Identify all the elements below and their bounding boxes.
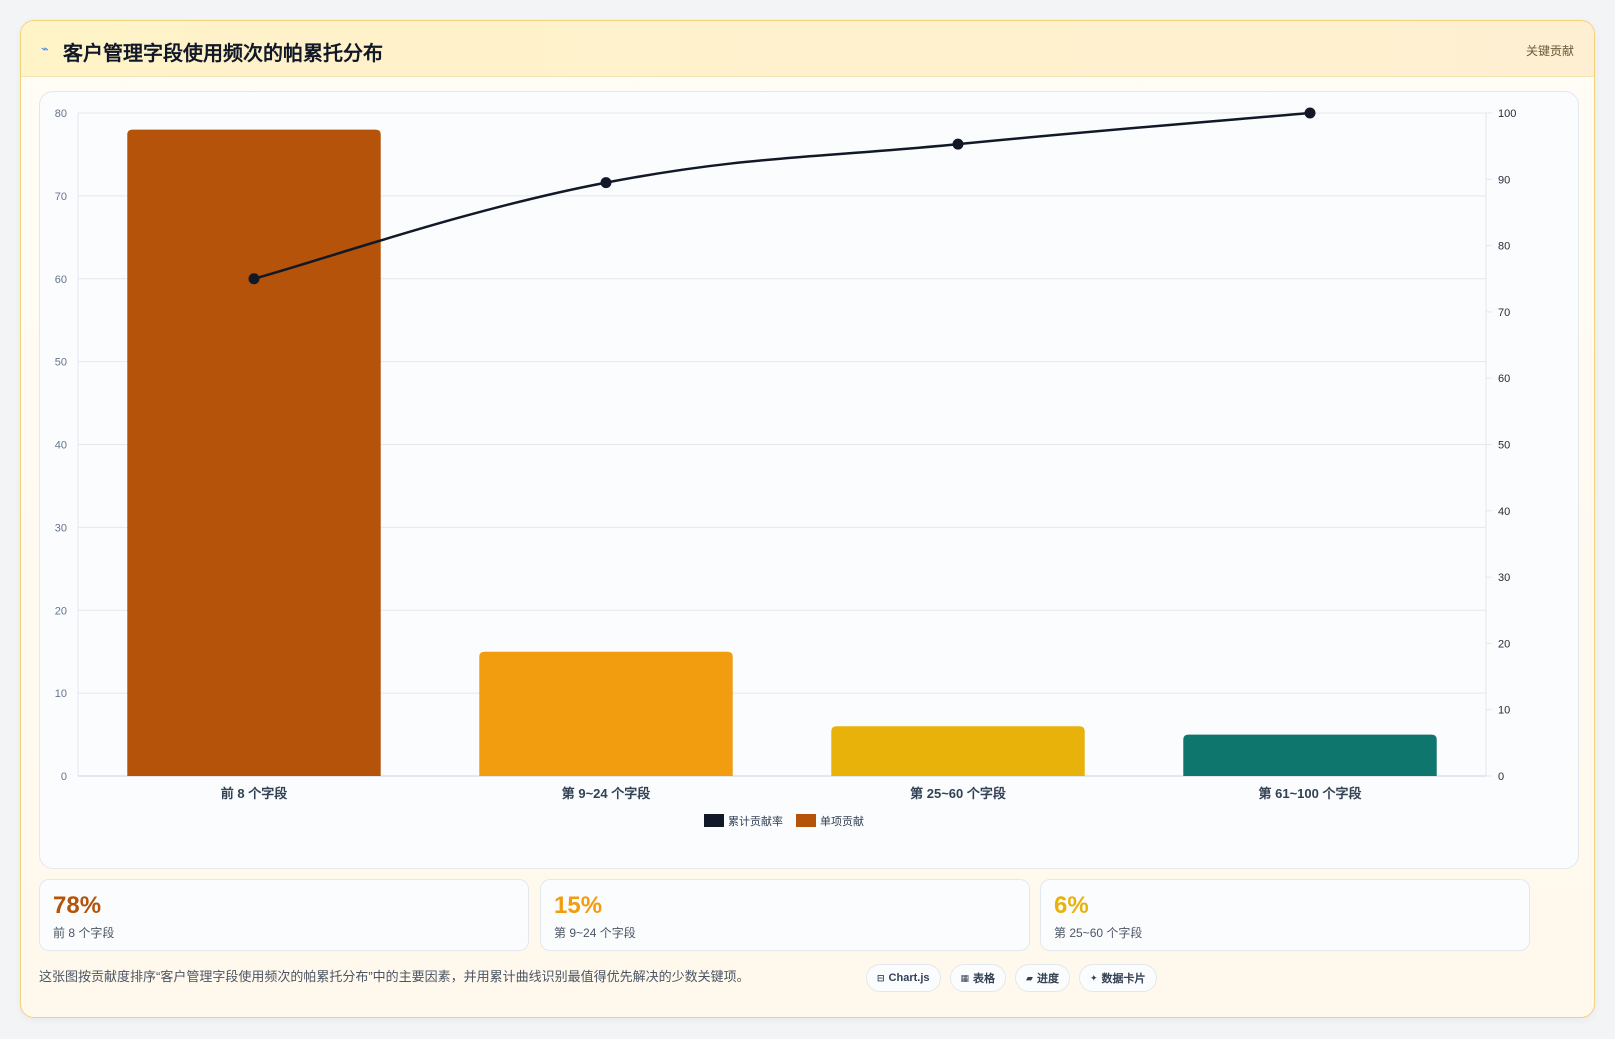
bar: [831, 726, 1085, 776]
chip-progress[interactable]: ▰ 进度: [1015, 964, 1070, 992]
stat-label: 第 25~60 个字段: [1054, 926, 1143, 940]
y2-tick-label: 50: [1498, 440, 1510, 452]
y-tick-label: 80: [55, 108, 67, 120]
stat-value: 78%: [53, 892, 102, 919]
stat-label: 第 9~24 个字段: [554, 926, 636, 940]
progress-icon: ▰: [1026, 972, 1033, 983]
chart-line-icon: ⌁: [41, 41, 49, 56]
pareto-chart: 0 10 20 30 40 50 60 70 80 0 10 20 30 40 50 60 70 80 90 100 前…: [55, 107, 1516, 828]
y2-tick-label: 0: [1498, 771, 1504, 783]
chip-label: Chart.js: [888, 972, 930, 984]
chip-label: 数据卡片: [1101, 973, 1146, 985]
legend-label: 单项贡献: [820, 814, 864, 828]
y-tick-label: 20: [55, 605, 67, 617]
y-tick-label: 40: [55, 440, 67, 452]
chartjs-icon: ⊟: [877, 972, 885, 983]
x-tick-label: 第 25~60 个字段: [910, 786, 1006, 801]
chip-label: 进度: [1036, 973, 1059, 985]
x-tick-label: 前 8 个字段: [221, 786, 287, 801]
y2-tick-label: 60: [1498, 373, 1510, 385]
cumulative-line: [253, 111, 1311, 280]
y-tick-label: 50: [55, 357, 67, 369]
stat-card-3: 6% 第 25~60 个字段: [1040, 879, 1530, 951]
x-tick-label: 第 9~24 个字段: [562, 786, 651, 801]
page-title: 客户管理字段使用频次的帕累托分布: [63, 43, 383, 65]
y-tick-label: 60: [55, 274, 67, 286]
y2-tick-label: 80: [1498, 241, 1510, 253]
chip-data-cards[interactable]: ✦ 数据卡片: [1078, 964, 1157, 992]
chart-description: 这张图按贡献度排序“客户管理字段使用频次的帕累托分布”中的主要因素，并用累计曲线…: [39, 969, 750, 984]
stat-label: 前 8 个字段: [53, 926, 115, 940]
table-icon: ▦: [960, 972, 970, 983]
legend-swatch-cumulative: [704, 814, 724, 827]
card-header: ⌁ 客户管理字段使用频次的帕累托分布 关键贡献: [21, 21, 1594, 77]
y-tick-label: 0: [61, 771, 67, 783]
chart-panel: 0 10 20 30 40 50 60 70 80 0 10 20 30 40 50 60 70 80 90 100 前…: [39, 91, 1579, 869]
chip-chartjs[interactable]: ⊟ Chart.js: [866, 964, 941, 992]
stat-card-1: 78% 前 8 个字段: [39, 879, 529, 951]
cumulative-point: [248, 273, 260, 285]
chip-label: 表格: [973, 973, 996, 985]
key-contribution-badge: 关键贡献: [1525, 44, 1574, 58]
feature-chips: ⊟ Chart.js ▦ 表格 ▰ 进度 ✦ 数据卡片: [866, 964, 1157, 992]
bar: [479, 651, 733, 776]
stat-card-2: 15% 第 9~24 个字段: [540, 879, 1030, 951]
y2-tick-label: 20: [1498, 638, 1510, 650]
cumulative-point: [1304, 107, 1316, 119]
y2-tick-label: 100: [1498, 108, 1516, 120]
legend-label: 累计贡献率: [728, 814, 783, 828]
y2-tick-label: 30: [1498, 572, 1510, 584]
chip-table[interactable]: ▦ 表格: [949, 964, 1007, 992]
sparkle-icon: ✦: [1089, 972, 1098, 983]
y2-tick-label: 40: [1498, 506, 1510, 518]
cumulative-point: [952, 138, 964, 150]
y2-tick-label: 10: [1498, 705, 1510, 717]
y-tick-label: 30: [55, 522, 67, 534]
bar: [1183, 734, 1437, 776]
stat-value: 15%: [554, 892, 603, 919]
bar: [127, 129, 381, 776]
cumulative-point: [600, 177, 612, 189]
stat-value: 6%: [1054, 892, 1089, 919]
legend-swatch-bar: [796, 814, 816, 827]
y-tick-label: 70: [55, 191, 67, 203]
y-tick-label: 10: [55, 688, 67, 700]
x-tick-label: 第 61~100 个字段: [1259, 786, 1362, 801]
chart-card: ⌁ 客户管理字段使用频次的帕累托分布 关键贡献 0 10 20 30 40 50 60 70 8…: [20, 20, 1595, 1018]
y2-tick-label: 70: [1498, 307, 1510, 319]
y2-tick-label: 90: [1498, 174, 1510, 186]
